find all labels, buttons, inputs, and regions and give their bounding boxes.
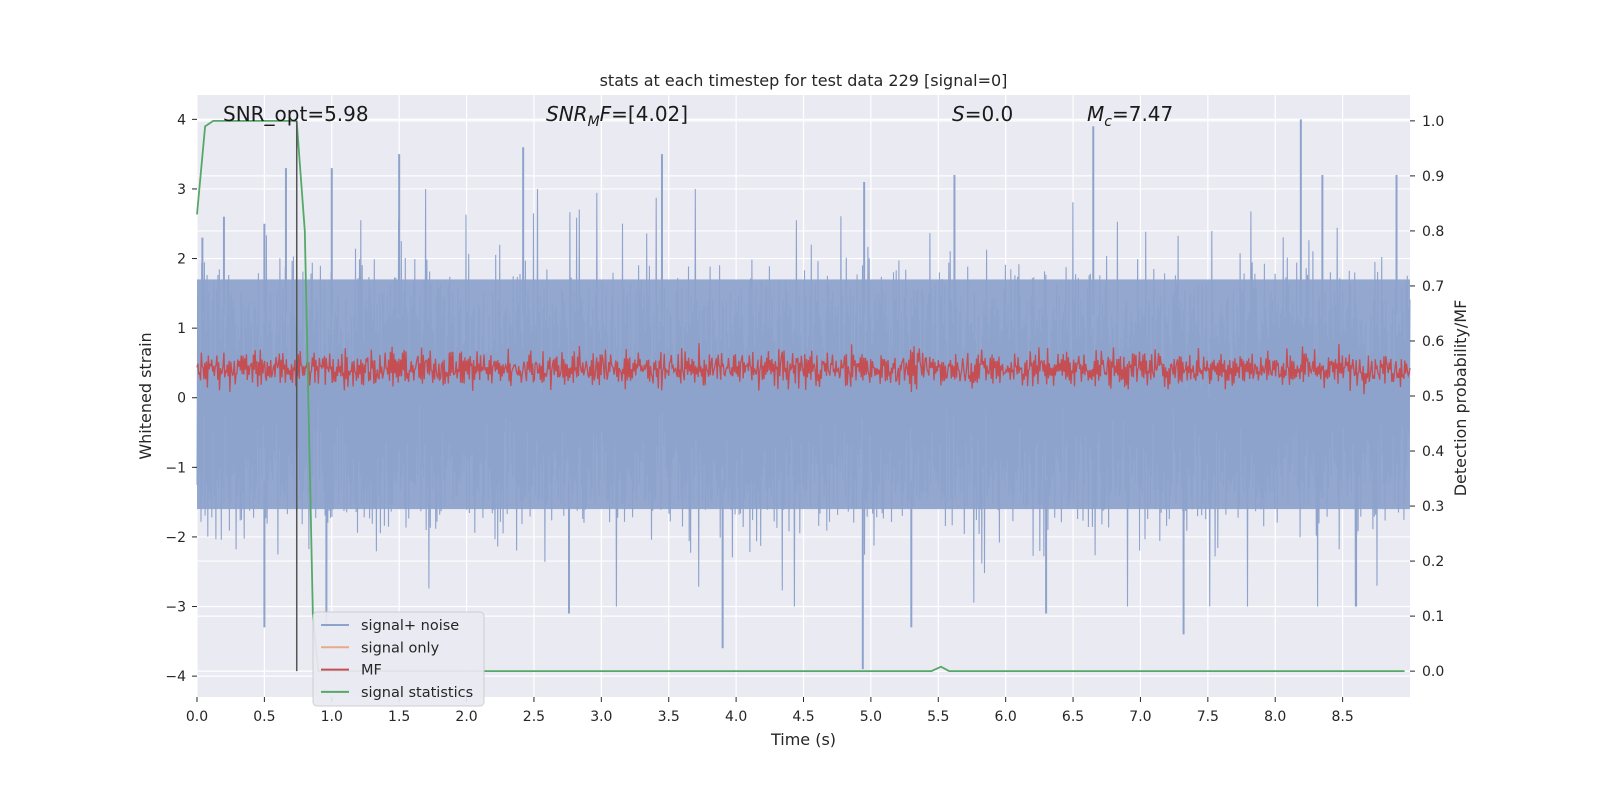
y2-tick-label: 0.4 [1422,444,1444,460]
y2-axis-ticks: 1.0 0.9 0.8 0.7 0.6 0.5 0.4 0.3 0.2 0.1 0.0 [1410,114,1444,680]
annotation-mc-rest: =7.47 [1112,102,1173,126]
annotation-s-rest: =0.0 [965,102,1014,126]
x-tick-label: 8.0 [1264,709,1286,725]
legend-label: MF [361,663,382,679]
legend-label: signal+ noise [361,618,459,634]
annotation-s-main: S [952,102,965,126]
x-tick-label: 6.0 [995,709,1017,725]
signal-noise-line [196,188,1411,607]
annotation-snr-mf-sub: M [588,114,600,130]
annotation-mc: Mc=7.47 [1087,102,1173,130]
series-mf [196,343,1411,395]
chart-title: stats at each timestep for test data 229… [600,71,1008,90]
x-tick-label: 3.5 [658,709,680,725]
series-signal-noise [196,119,1411,670]
legend-label: signal only [361,640,440,656]
x-tick-label: 7.5 [1197,709,1219,725]
y2-tick-label: 0.7 [1422,279,1444,295]
y2-tick-label: 0.9 [1422,169,1444,185]
x-axis-ticks: 0.0 0.5 1.0 1.5 2.0 2.5 3.0 3.5 4.0 4.5 5.0 5.5 6.0 6… [186,697,1354,725]
annotation-snr-mf-main: SNR [546,102,588,126]
y-tick-label: −1 [165,460,186,476]
annotation-snr-mf-rest-italic: F [600,102,612,126]
annotation-snr-opt: SNR_opt=5.98 [223,102,369,126]
series-signal-statistics [196,120,1405,672]
legend-label: signal statistics [361,685,473,701]
annotation-s: S=0.0 [952,102,1013,126]
x-tick-label: 0.5 [253,709,275,725]
x-tick-label: 1.0 [321,709,343,725]
y-tick-label: −2 [165,530,186,546]
y-axis-label: Whitened strain [136,332,155,459]
y2-tick-label: 1.0 [1422,114,1444,130]
annotation-snr-mf-rest: =[4.02] [611,102,688,126]
x-tick-label: 0.0 [186,709,208,725]
x-tick-label: 5.0 [860,709,882,725]
mf-line [196,343,1411,395]
y-axis-ticks: 4 3 2 1 0 −1 −2 −3 −4 [165,112,197,685]
x-tick-label: 1.5 [388,709,410,725]
signal-statistics-line [196,120,1405,672]
y-tick-label: 2 [177,252,186,268]
legend-box [312,611,485,707]
annotation-mc-main: M [1087,102,1104,126]
y2-tick-label: 0.0 [1422,664,1444,680]
x-tick-label: 8.5 [1331,709,1353,725]
x-tick-label: 4.5 [792,709,814,725]
x-axis-label: Time (s) [770,730,836,749]
x-tick-label: 7.0 [1129,709,1151,725]
y2-tick-label: 0.1 [1422,609,1444,625]
y-tick-label: −4 [165,669,186,685]
y-tick-label: −3 [165,600,186,616]
y2-tick-label: 0.5 [1422,389,1444,405]
x-tick-label: 5.5 [927,709,949,725]
y-tick-label: 4 [177,112,186,128]
legend: signal+ noise signal only MF signal statist… [312,611,485,707]
x-tick-label: 2.0 [455,709,477,725]
y-tick-label: 3 [177,182,186,198]
x-tick-label: 3.0 [590,709,612,725]
y2-tick-label: 0.6 [1422,334,1444,350]
y2-tick-label: 0.2 [1422,554,1444,570]
annotation-mc-sub: c [1104,114,1112,130]
x-tick-label: 2.5 [523,709,545,725]
y2-axis-label: Detection probability/MF [1451,300,1470,497]
y-tick-label: 1 [177,321,186,337]
x-tick-label: 6.5 [1062,709,1084,725]
y-tick-label: 0 [177,391,186,407]
y2-tick-label: 0.3 [1422,499,1444,515]
x-tick-label: 4.0 [725,709,747,725]
y2-tick-label: 0.8 [1422,224,1444,240]
annotation-snr-mf: SNRMF=[4.02] [546,102,688,130]
